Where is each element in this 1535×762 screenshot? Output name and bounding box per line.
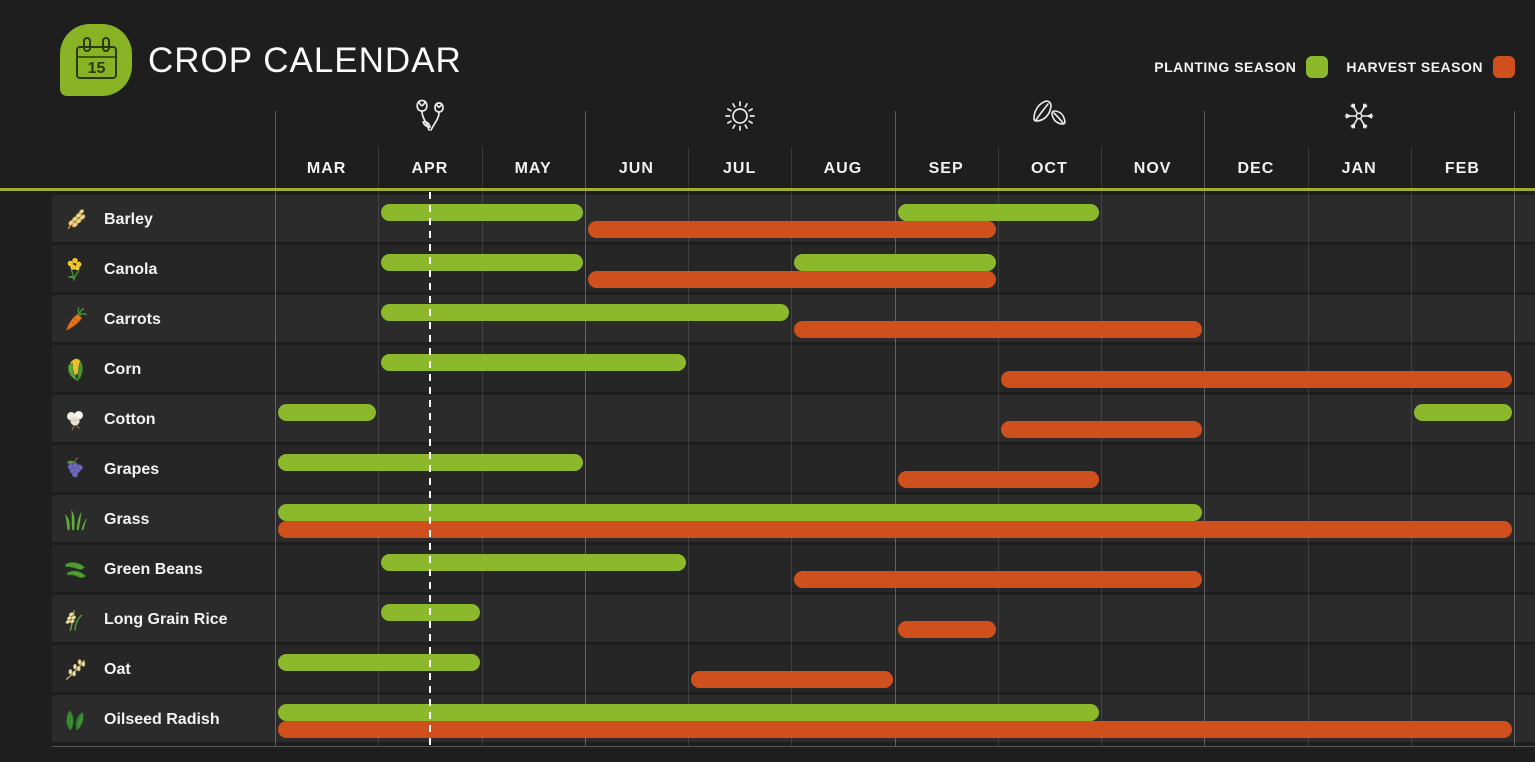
month-gridline [481, 147, 483, 746]
harvest-season-bar [1000, 421, 1203, 438]
month-gridline [688, 147, 689, 746]
harvest-season-bar [794, 321, 1203, 338]
planting-season-bar [381, 254, 583, 271]
season-boundary-gridline [1204, 111, 1206, 746]
planting-season-bar [381, 554, 686, 571]
planting-season-bar [278, 404, 377, 421]
harvest-season-bar [794, 571, 1203, 588]
month-gridline [1101, 147, 1102, 746]
harvest-season-bar [278, 721, 1512, 738]
month-label-nov: NOV [1133, 160, 1172, 177]
harvest-season-bar [897, 471, 1099, 488]
legend-item-harvest: HARVEST SEASON [1346, 56, 1515, 78]
legend-harvest-label: HARVEST SEASON [1346, 59, 1483, 75]
month-label-dec: DEC [1237, 160, 1275, 177]
logo-day-number: 15 [88, 60, 106, 77]
crop-label: Long Grain Rice [104, 611, 228, 628]
planting-season-bar [381, 354, 686, 371]
harvest-season-bar [897, 621, 996, 638]
planting-season-bar [278, 504, 1203, 521]
barley-icon [62, 206, 88, 232]
planting-season-bar [897, 204, 1099, 221]
cotton-icon [62, 406, 88, 432]
harvest-season-bar [278, 521, 1512, 538]
crop-row-stripe [52, 295, 1535, 342]
planting-season-bar [1413, 404, 1512, 421]
month-gridline [997, 147, 999, 746]
planting-season-bar [794, 254, 996, 271]
today-marker-line [428, 192, 431, 747]
crop-label: Barley [104, 211, 153, 228]
planting-season-bar [278, 654, 480, 671]
harvest-season-swatch [1493, 56, 1515, 78]
crop-label: Carrots [104, 311, 161, 328]
month-gridline [791, 147, 793, 746]
crop-label: Corn [104, 361, 142, 378]
oat-icon [62, 656, 88, 682]
summer-sun-icon [718, 94, 762, 138]
crop-label: Oilseed Radish [104, 711, 220, 728]
app-logo: 15 [60, 24, 132, 96]
legend: PLANTING SEASON HARVEST SEASON [1154, 56, 1515, 78]
crop-label: Grass [104, 511, 150, 528]
month-label-sep: SEP [928, 160, 964, 177]
season-boundary-gridline [584, 111, 586, 746]
winter-snowflake-icon [1337, 94, 1381, 138]
month-label-apr: APR [411, 160, 449, 177]
green-beans-icon [62, 556, 88, 582]
month-label-jan: JAN [1341, 160, 1377, 177]
month-label-aug: AUG [823, 160, 863, 177]
month-label-oct: OCT [1030, 160, 1068, 177]
grass-icon [62, 506, 88, 532]
harvest-season-bar [587, 271, 996, 288]
crop-row-stripe [52, 545, 1535, 592]
harvest-season-bar [587, 221, 996, 238]
season-boundary-gridline [894, 111, 896, 746]
legend-planting-label: PLANTING SEASON [1154, 59, 1297, 75]
planting-season-bar [278, 704, 1099, 721]
month-label-feb: FEB [1444, 160, 1480, 177]
month-label-jun: JUN [618, 160, 654, 177]
harvest-season-bar [1000, 371, 1512, 388]
month-gridline [1307, 147, 1309, 746]
calendar-icon: 15 [76, 37, 117, 79]
grapes-icon [62, 456, 88, 482]
month-gridline [1410, 147, 1412, 746]
rice-plant-icon [62, 606, 88, 632]
month-label-mar: MAR [306, 160, 347, 177]
crop-label: Canola [104, 261, 158, 278]
month-gridline [378, 147, 380, 746]
autumn-leaves-icon [1027, 94, 1071, 138]
corn-icon [62, 356, 88, 382]
month-label-jul: JUL [723, 160, 757, 177]
crop-label: Cotton [104, 411, 156, 428]
legend-item-planting: PLANTING SEASON [1154, 56, 1329, 78]
chart-bottom-line [52, 746, 1535, 747]
crop-label: Grapes [104, 461, 160, 478]
crop-label: Oat [104, 661, 131, 678]
month-label-may: MAY [514, 160, 552, 177]
carrot-icon [62, 306, 88, 332]
canola-icon [62, 256, 88, 282]
harvest-season-bar [691, 671, 893, 688]
planting-season-bar [381, 204, 583, 221]
spring-flowers-icon [408, 94, 452, 138]
season-boundary-gridline [275, 111, 276, 746]
page-title: CROP CALENDAR [148, 41, 462, 80]
crop-row-stripe [52, 595, 1535, 642]
crop-label: Green Beans [104, 561, 203, 578]
header-divider-line [0, 188, 1535, 191]
planting-season-swatch [1306, 56, 1329, 78]
planting-season-bar [381, 304, 790, 321]
season-boundary-gridline [1514, 111, 1515, 746]
radish-leaves-icon [62, 706, 88, 732]
